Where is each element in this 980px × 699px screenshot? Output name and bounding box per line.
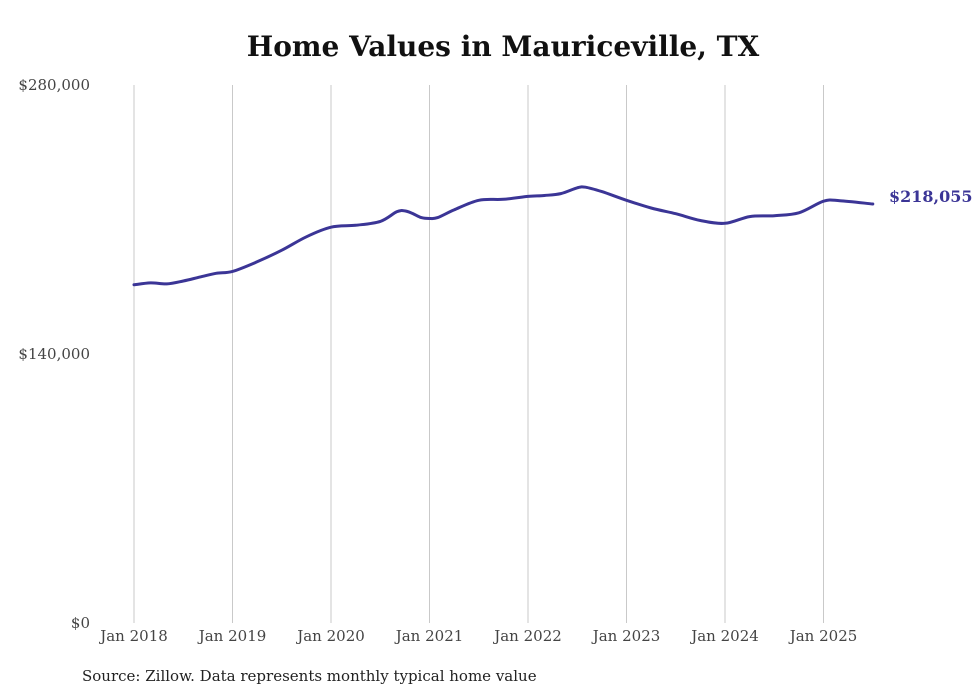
y-tick-label: $140,000 [18,345,90,363]
x-tick-label: Jan 2024 [689,627,759,645]
x-tick-label: Jan 2019 [197,627,267,645]
y-tick-label: $280,000 [18,76,90,94]
x-tick-label: Jan 2023 [591,627,661,645]
source-note: Source: Zillow. Data represents monthly … [82,667,537,685]
x-axis-tick-labels: Jan 2018 Jan 2019 Jan 2020 Jan 2021 Jan 2022… [98,627,857,645]
y-tick-label: $0 [71,614,90,632]
home-value-line [132,185,875,287]
y-axis-tick-labels: $0 $140,000 $280,000 [18,76,90,632]
latest-value-label: $218,055 [889,187,973,206]
x-tick-label: Jan 2018 [98,627,168,645]
x-tick-label: Jan 2022 [492,627,562,645]
chart-title: Home Values in Mauriceville, TX [246,30,760,63]
vertical-gridlines [133,85,824,623]
x-tick-label: Jan 2021 [394,627,464,645]
x-tick-label: Jan 2020 [295,627,365,645]
x-tick-label: Jan 2025 [788,627,858,645]
